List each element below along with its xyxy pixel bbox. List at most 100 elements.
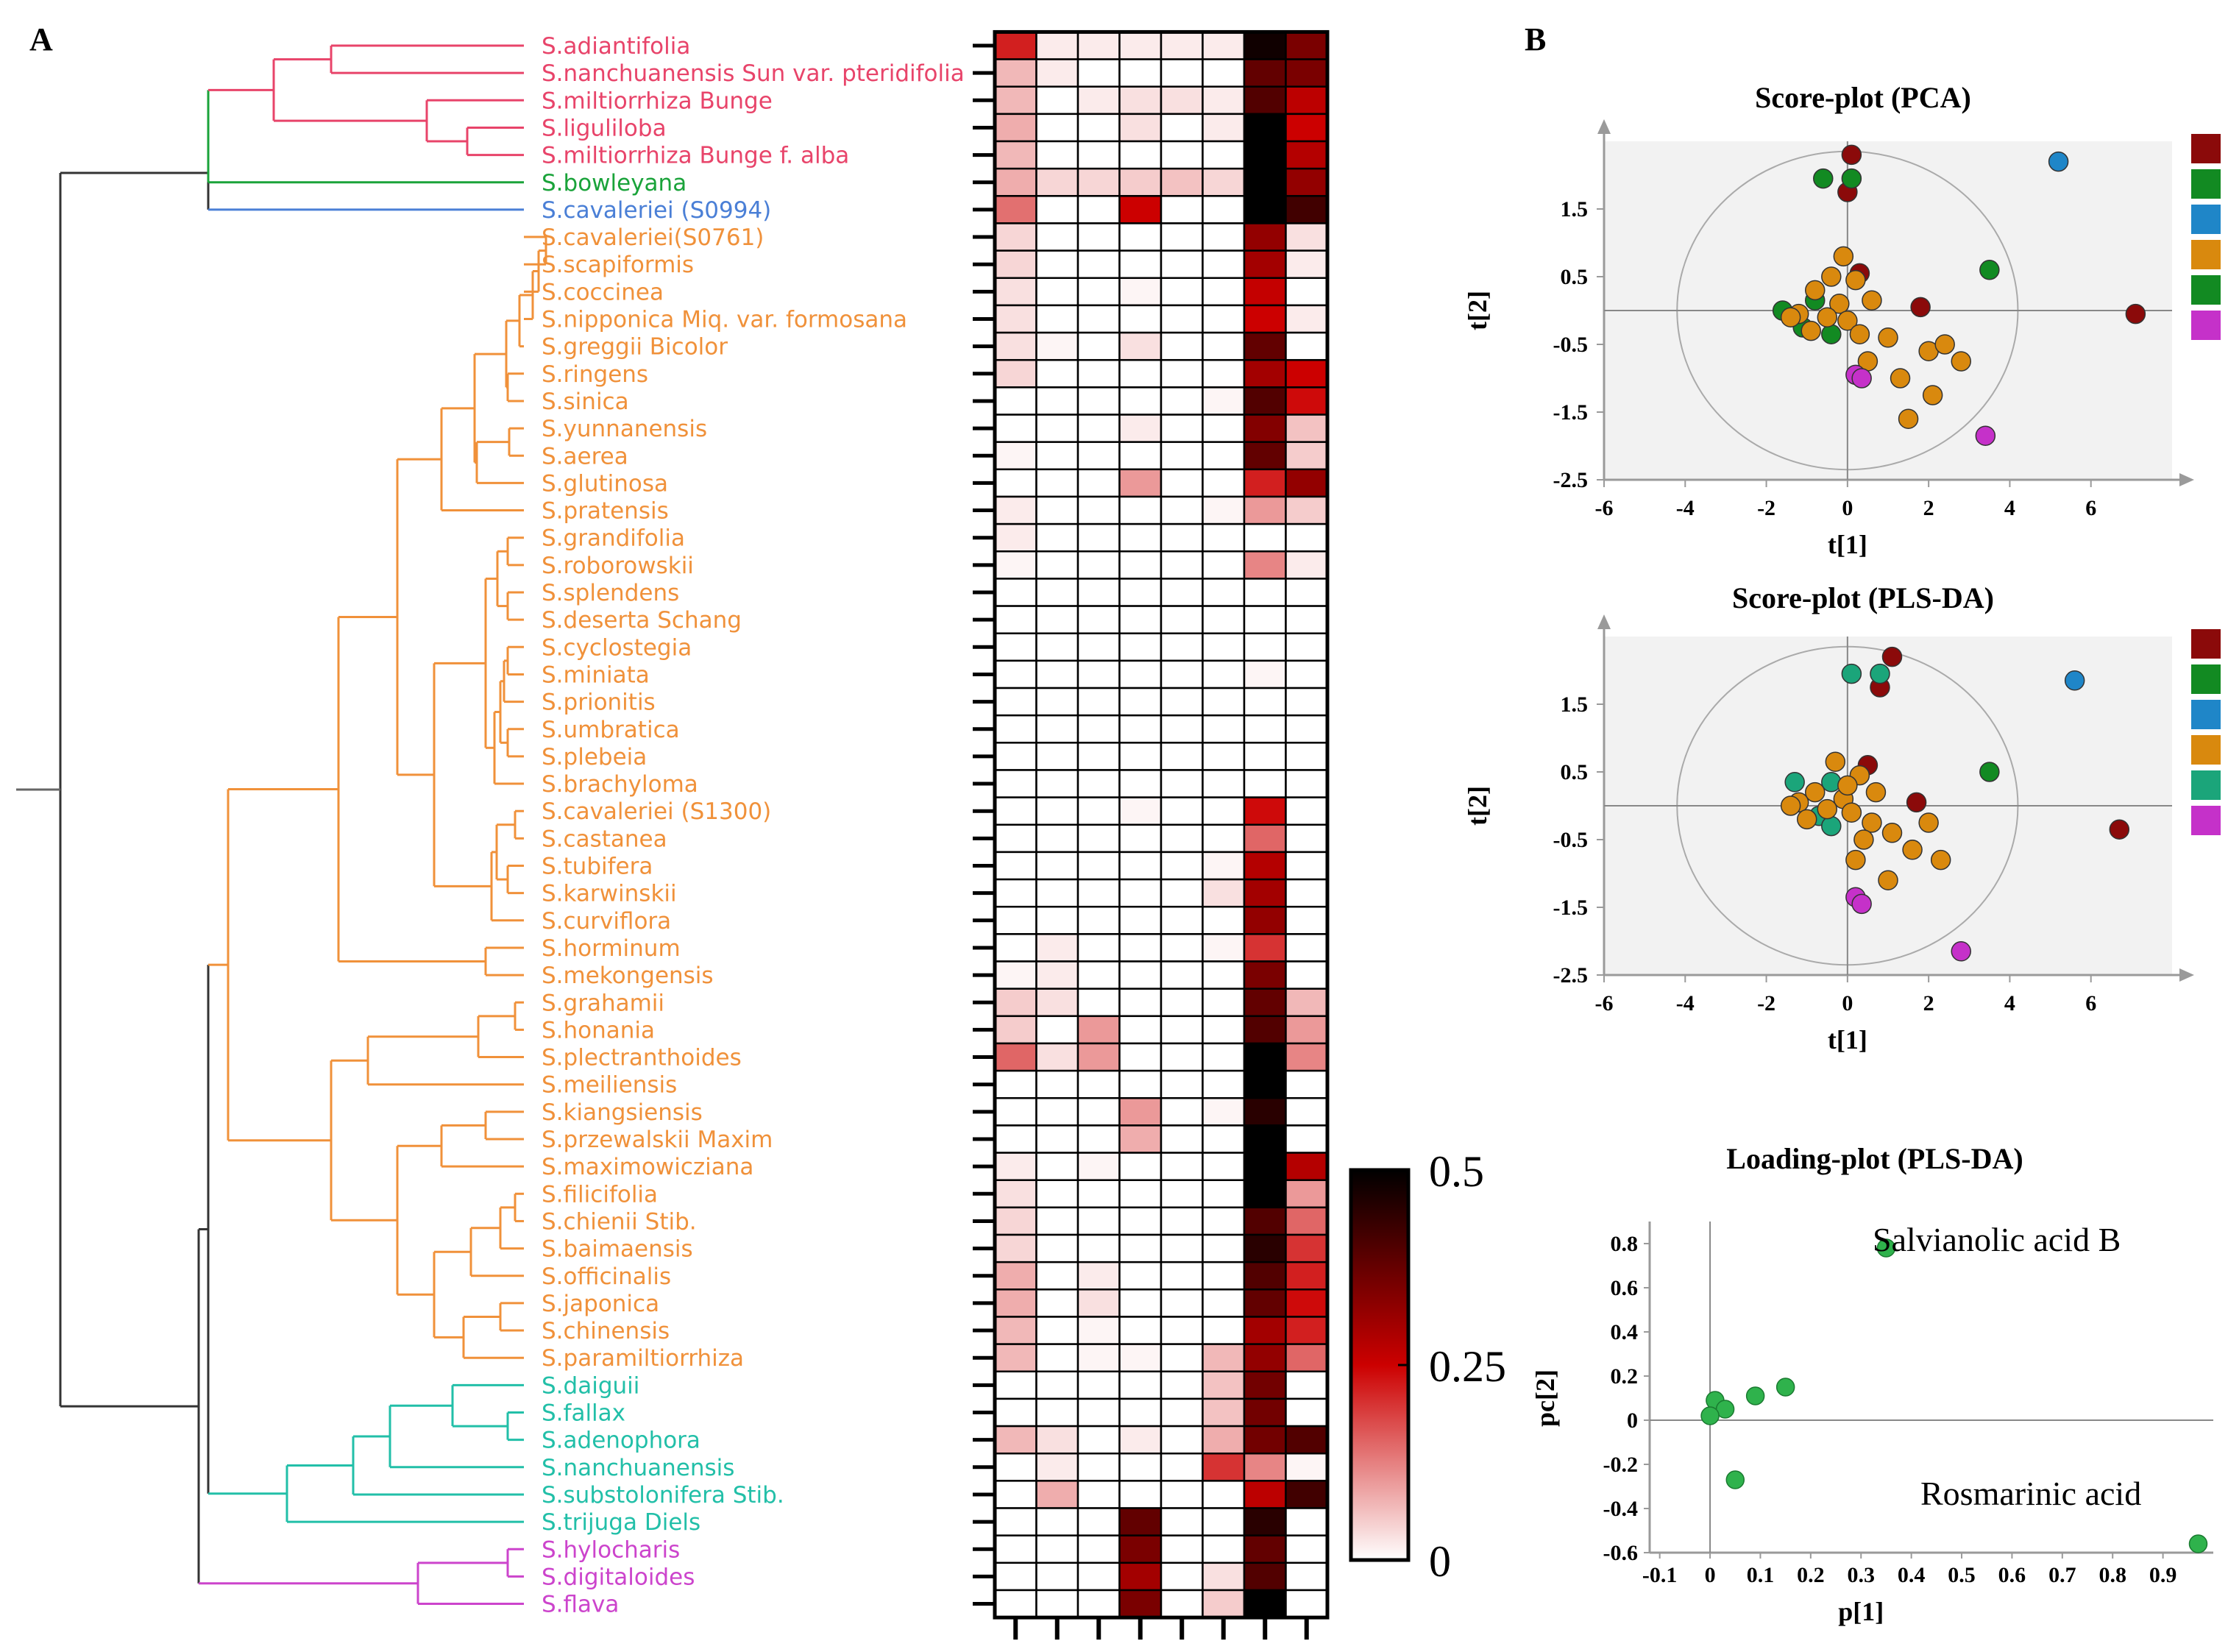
heat-cell	[1285, 1042, 1329, 1072]
heat-cell	[1243, 358, 1287, 389]
heat-cell	[1243, 742, 1287, 771]
heat-cell	[1243, 1261, 1287, 1291]
heat-cell	[1202, 1152, 1246, 1181]
heat-cell	[993, 441, 1037, 471]
legend-swatch	[2191, 169, 2221, 199]
score-point	[1951, 351, 1972, 372]
heat-cell	[993, 249, 1037, 280]
colorbar-label: 0	[1429, 1537, 1451, 1586]
heat-cell	[1285, 1206, 1329, 1236]
score-point	[1878, 870, 1898, 890]
heat-cell	[1202, 1179, 1246, 1209]
heat-cell	[1035, 1042, 1079, 1072]
heat-cell	[1202, 1097, 1246, 1127]
species-label: S.paramiltiorrhiza	[542, 1345, 744, 1372]
score-point	[2125, 303, 2146, 325]
x-tick-label: 2	[1923, 496, 1934, 520]
score-point	[2048, 151, 2069, 172]
colorbar-label: 0.5	[1429, 1147, 1484, 1196]
heat-cell	[1076, 1425, 1121, 1455]
heat-cell	[1076, 441, 1121, 471]
heat-cell	[1160, 687, 1204, 717]
x-tick-label: 2	[1923, 991, 1934, 1015]
heat-cell	[1202, 249, 1246, 280]
heat-cell	[1285, 605, 1329, 634]
heat-cell	[1285, 1261, 1329, 1291]
score-point	[1841, 663, 1862, 684]
heat-cell	[993, 222, 1037, 252]
heat-cell	[1285, 769, 1329, 798]
score-point	[1825, 751, 1846, 772]
score-point	[1870, 663, 1890, 684]
heat-cell	[1076, 85, 1121, 116]
heat-cell	[1285, 304, 1329, 334]
heat-cell	[1035, 414, 1079, 443]
heat-cell	[1243, 1288, 1287, 1318]
heat-cell	[1285, 550, 1329, 580]
heat-cell	[1285, 1288, 1329, 1318]
score-point	[1845, 269, 1866, 291]
heat-cell	[993, 1233, 1037, 1263]
heat-cell	[993, 140, 1037, 170]
heat-cell	[1202, 632, 1246, 662]
score-point	[1979, 762, 2000, 782]
heat-cell	[1160, 769, 1204, 798]
score-point	[1918, 812, 1939, 833]
species-label: S.adenophora	[542, 1428, 700, 1454]
heat-cell	[1243, 769, 1287, 798]
heat-cell	[1202, 714, 1246, 744]
heat-cell	[1285, 1452, 1329, 1482]
heat-cell	[1285, 1233, 1329, 1263]
species-label: S.miltiorrhiza Bunge	[542, 88, 773, 114]
heat-cell	[1118, 195, 1163, 224]
species-label: S.liguliloba	[542, 115, 667, 141]
column-label: C	[1085, 1643, 1112, 1652]
heat-cell	[1035, 1343, 1079, 1373]
heat-cell	[1035, 167, 1079, 197]
heat-cell	[993, 632, 1037, 662]
heat-cell	[1285, 31, 1329, 60]
heat-cell	[1076, 1097, 1121, 1127]
heat-cell	[1076, 414, 1121, 443]
heat-cell	[1076, 222, 1121, 252]
heat-cell	[1285, 1534, 1329, 1564]
heat-cell	[1160, 468, 1204, 498]
score-point	[1804, 781, 1826, 803]
heat-cell	[1076, 140, 1121, 170]
heat-cell	[1160, 1589, 1204, 1619]
species-label: S.miniata	[542, 662, 650, 688]
heat-cell	[1118, 222, 1163, 252]
heat-cell	[1118, 1206, 1163, 1236]
heat-cell	[1285, 1589, 1329, 1619]
heat-cell	[993, 304, 1037, 334]
x-tick-label: 4	[2004, 991, 2015, 1015]
x-axis-label: t[1]	[1828, 530, 1867, 559]
legend-swatch	[2191, 240, 2221, 269]
loading-point	[1725, 1470, 1745, 1489]
heat-cell	[993, 550, 1037, 580]
heat-cell	[1118, 1069, 1163, 1099]
heat-cell	[1243, 1179, 1287, 1209]
species-label: S.plebeia	[542, 744, 647, 770]
species-label: S.scapiformis	[542, 252, 694, 278]
heat-cell	[1076, 1261, 1121, 1291]
heat-cell	[1243, 550, 1287, 580]
x-tick-label: -6	[1595, 496, 1614, 520]
heat-cell	[1035, 58, 1079, 88]
heat-cell	[1202, 277, 1246, 307]
heat-cell	[1035, 1534, 1079, 1564]
x-tick-label: 6	[2085, 496, 2096, 520]
heat-cell	[1160, 1370, 1204, 1400]
heat-cell	[1118, 386, 1163, 416]
heat-cell	[1243, 277, 1287, 307]
score-point	[1890, 368, 1911, 389]
species-label: S.cavaleriei (S0994)	[542, 197, 771, 224]
heat-cell	[1035, 578, 1079, 607]
heat-cell	[1285, 742, 1329, 771]
y-tick-label: 0.4	[1611, 1320, 1639, 1344]
species-label: S.meiliensis	[542, 1072, 677, 1099]
x-tick-label: -4	[1676, 991, 1695, 1015]
heat-cell	[1118, 1507, 1163, 1536]
heat-cell	[1076, 249, 1121, 280]
heat-cell	[1035, 31, 1079, 60]
